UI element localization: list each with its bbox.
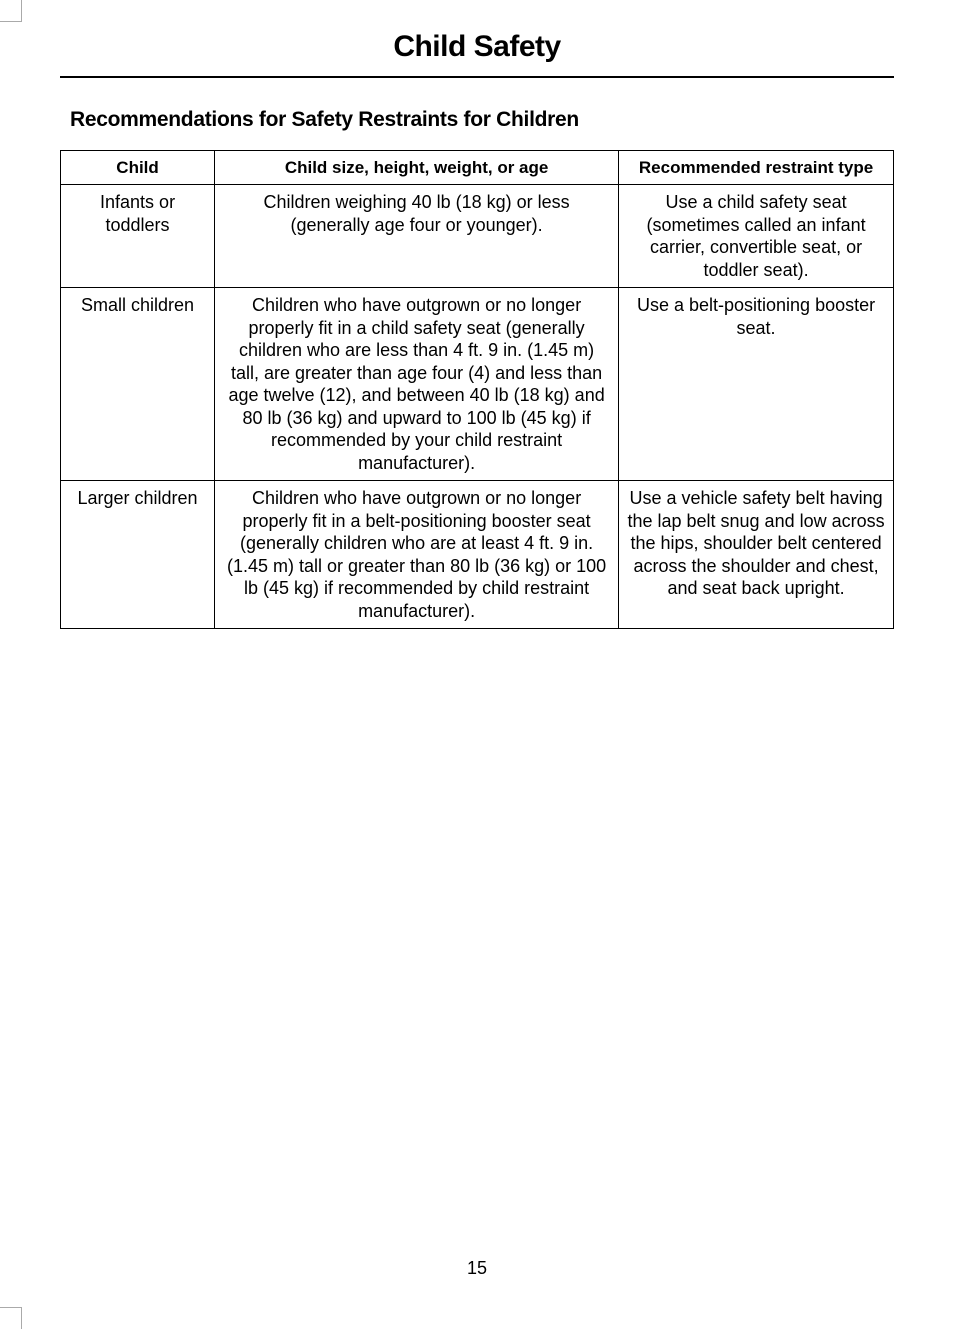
header-child: Child	[61, 151, 215, 185]
cell-restraint: Use a belt-positioning booster seat.	[619, 288, 894, 481]
crop-mark-top	[0, 0, 22, 22]
header-restraint: Recommended restraint type	[619, 151, 894, 185]
cell-child: Infants or toddlers	[61, 185, 215, 288]
table-row: Infants or toddlers Children weighing 40…	[61, 185, 894, 288]
section-heading: Recommendations for Safety Restraints fo…	[60, 108, 894, 132]
cell-restraint: Use a vehicle safety belt having the lap…	[619, 481, 894, 629]
table-header-row: Child Child size, height, weight, or age…	[61, 151, 894, 185]
page-title: Child Safety	[60, 30, 894, 78]
page-number: 15	[0, 1258, 954, 1279]
cell-size: Children who have outgrown or no longer …	[215, 288, 619, 481]
cell-child: Larger children	[61, 481, 215, 629]
cell-size: Children who have outgrown or no longer …	[215, 481, 619, 629]
table-row: Larger children Children who have outgro…	[61, 481, 894, 629]
crop-mark-bottom	[0, 1307, 22, 1329]
cell-size: Children weighing 40 lb (18 kg) or less …	[215, 185, 619, 288]
table-row: Small children Children who have outgrow…	[61, 288, 894, 481]
page-content: Child Safety Recommendations for Safety …	[0, 0, 954, 629]
restraints-table: Child Child size, height, weight, or age…	[60, 150, 894, 629]
cell-child: Small children	[61, 288, 215, 481]
cell-restraint: Use a child safety seat (sometimes calle…	[619, 185, 894, 288]
header-size: Child size, height, weight, or age	[215, 151, 619, 185]
